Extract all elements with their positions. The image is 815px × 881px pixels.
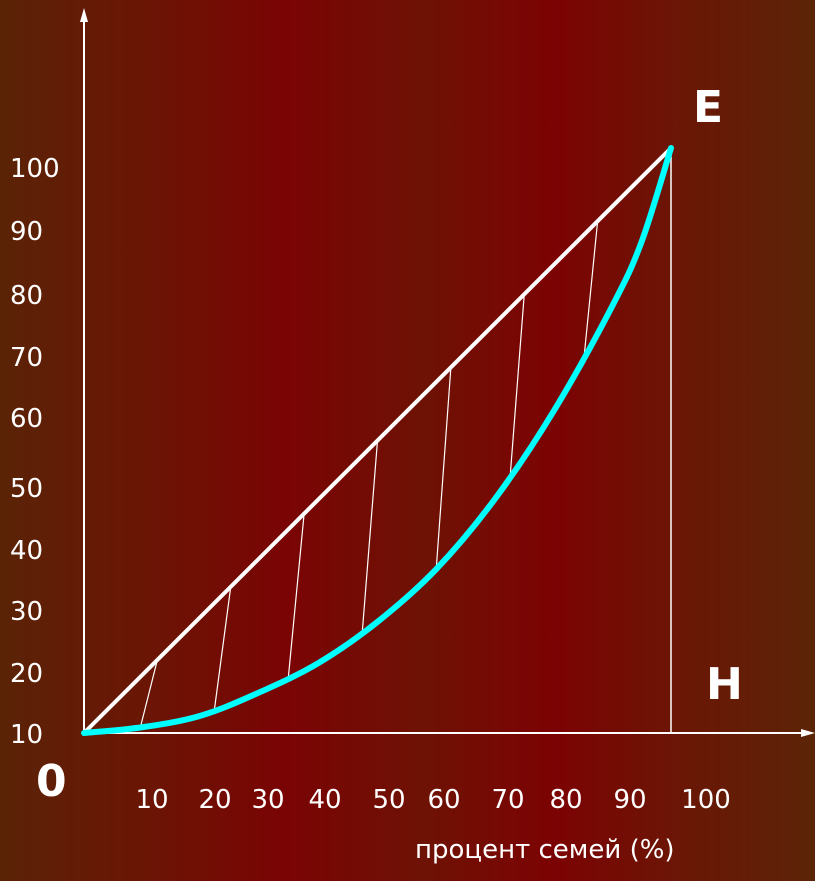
equality-line — [82, 146, 673, 735]
y-tick-label: 20 — [10, 659, 43, 689]
x-tick-label: 70 — [491, 785, 524, 815]
x-tick-label: 10 — [135, 785, 168, 815]
y-axis-arrow — [80, 8, 88, 22]
x-tick-labels: 10 20 30 40 50 60 70 80 90 100 — [135, 785, 730, 815]
y-tick-label: 80 — [10, 281, 43, 311]
y-tick-label: 40 — [10, 536, 43, 566]
origin-label: 0 — [36, 756, 67, 807]
x-axis-label: процент семей (%) — [415, 835, 675, 865]
hatch-line-2 — [213, 586, 232, 711]
point-label-h: H — [706, 659, 743, 710]
point-label-e: E — [693, 82, 723, 133]
y-tick-label: 50 — [10, 474, 43, 504]
hatch-line-7 — [583, 221, 599, 357]
hatch-line-4 — [361, 440, 379, 633]
lorenz-curve — [81, 145, 674, 736]
y-tick-label: 90 — [10, 217, 43, 247]
x-axis-arrow — [801, 729, 815, 737]
y-tick-label: 70 — [10, 343, 43, 373]
y-tick-label: 30 — [10, 597, 43, 627]
x-tick-label: 80 — [549, 785, 582, 815]
y-tick-label: 10 — [10, 720, 43, 750]
hatch-lines — [139, 221, 599, 728]
x-tick-label: 40 — [308, 785, 341, 815]
hatch-line-6 — [509, 294, 525, 477]
y-tick-labels: 10 20 30 40 50 60 70 80 90 100 — [10, 154, 60, 750]
y-tick-label: 60 — [10, 404, 43, 434]
hatch-line-3 — [287, 513, 305, 679]
x-tick-label: 20 — [198, 785, 231, 815]
x-tick-label: 60 — [427, 785, 460, 815]
series-group — [81, 145, 674, 736]
y-tick-label: 100 — [10, 154, 60, 184]
x-tick-label: 30 — [251, 785, 284, 815]
hatch-line-1 — [139, 659, 158, 728]
x-tick-label: 50 — [372, 785, 405, 815]
hatch-line-5 — [435, 367, 452, 570]
x-tick-label: 100 — [681, 785, 731, 815]
x-tick-label: 90 — [613, 785, 646, 815]
